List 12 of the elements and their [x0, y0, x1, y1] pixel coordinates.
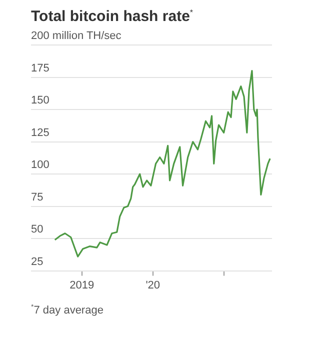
x-tick-label: '20 [146, 279, 160, 292]
y-tick-label: 175 [31, 62, 50, 74]
y-tick-label: 200 million TH/sec [31, 30, 122, 42]
chart-title: Total bitcoin hash rate$^{*}$ [31, 8, 194, 25]
y-tick-label: 150 [31, 94, 50, 107]
y-tick-label: 25 [31, 256, 44, 268]
x-tick-label: 2019 [70, 279, 94, 292]
y-tick-label: 100 [31, 159, 50, 172]
y-tick-label: 125 [31, 126, 50, 139]
text: $^{*}$7 day average [31, 303, 104, 319]
y-tick-label: 50 [31, 224, 44, 236]
y-tick-label: 75 [31, 191, 44, 204]
